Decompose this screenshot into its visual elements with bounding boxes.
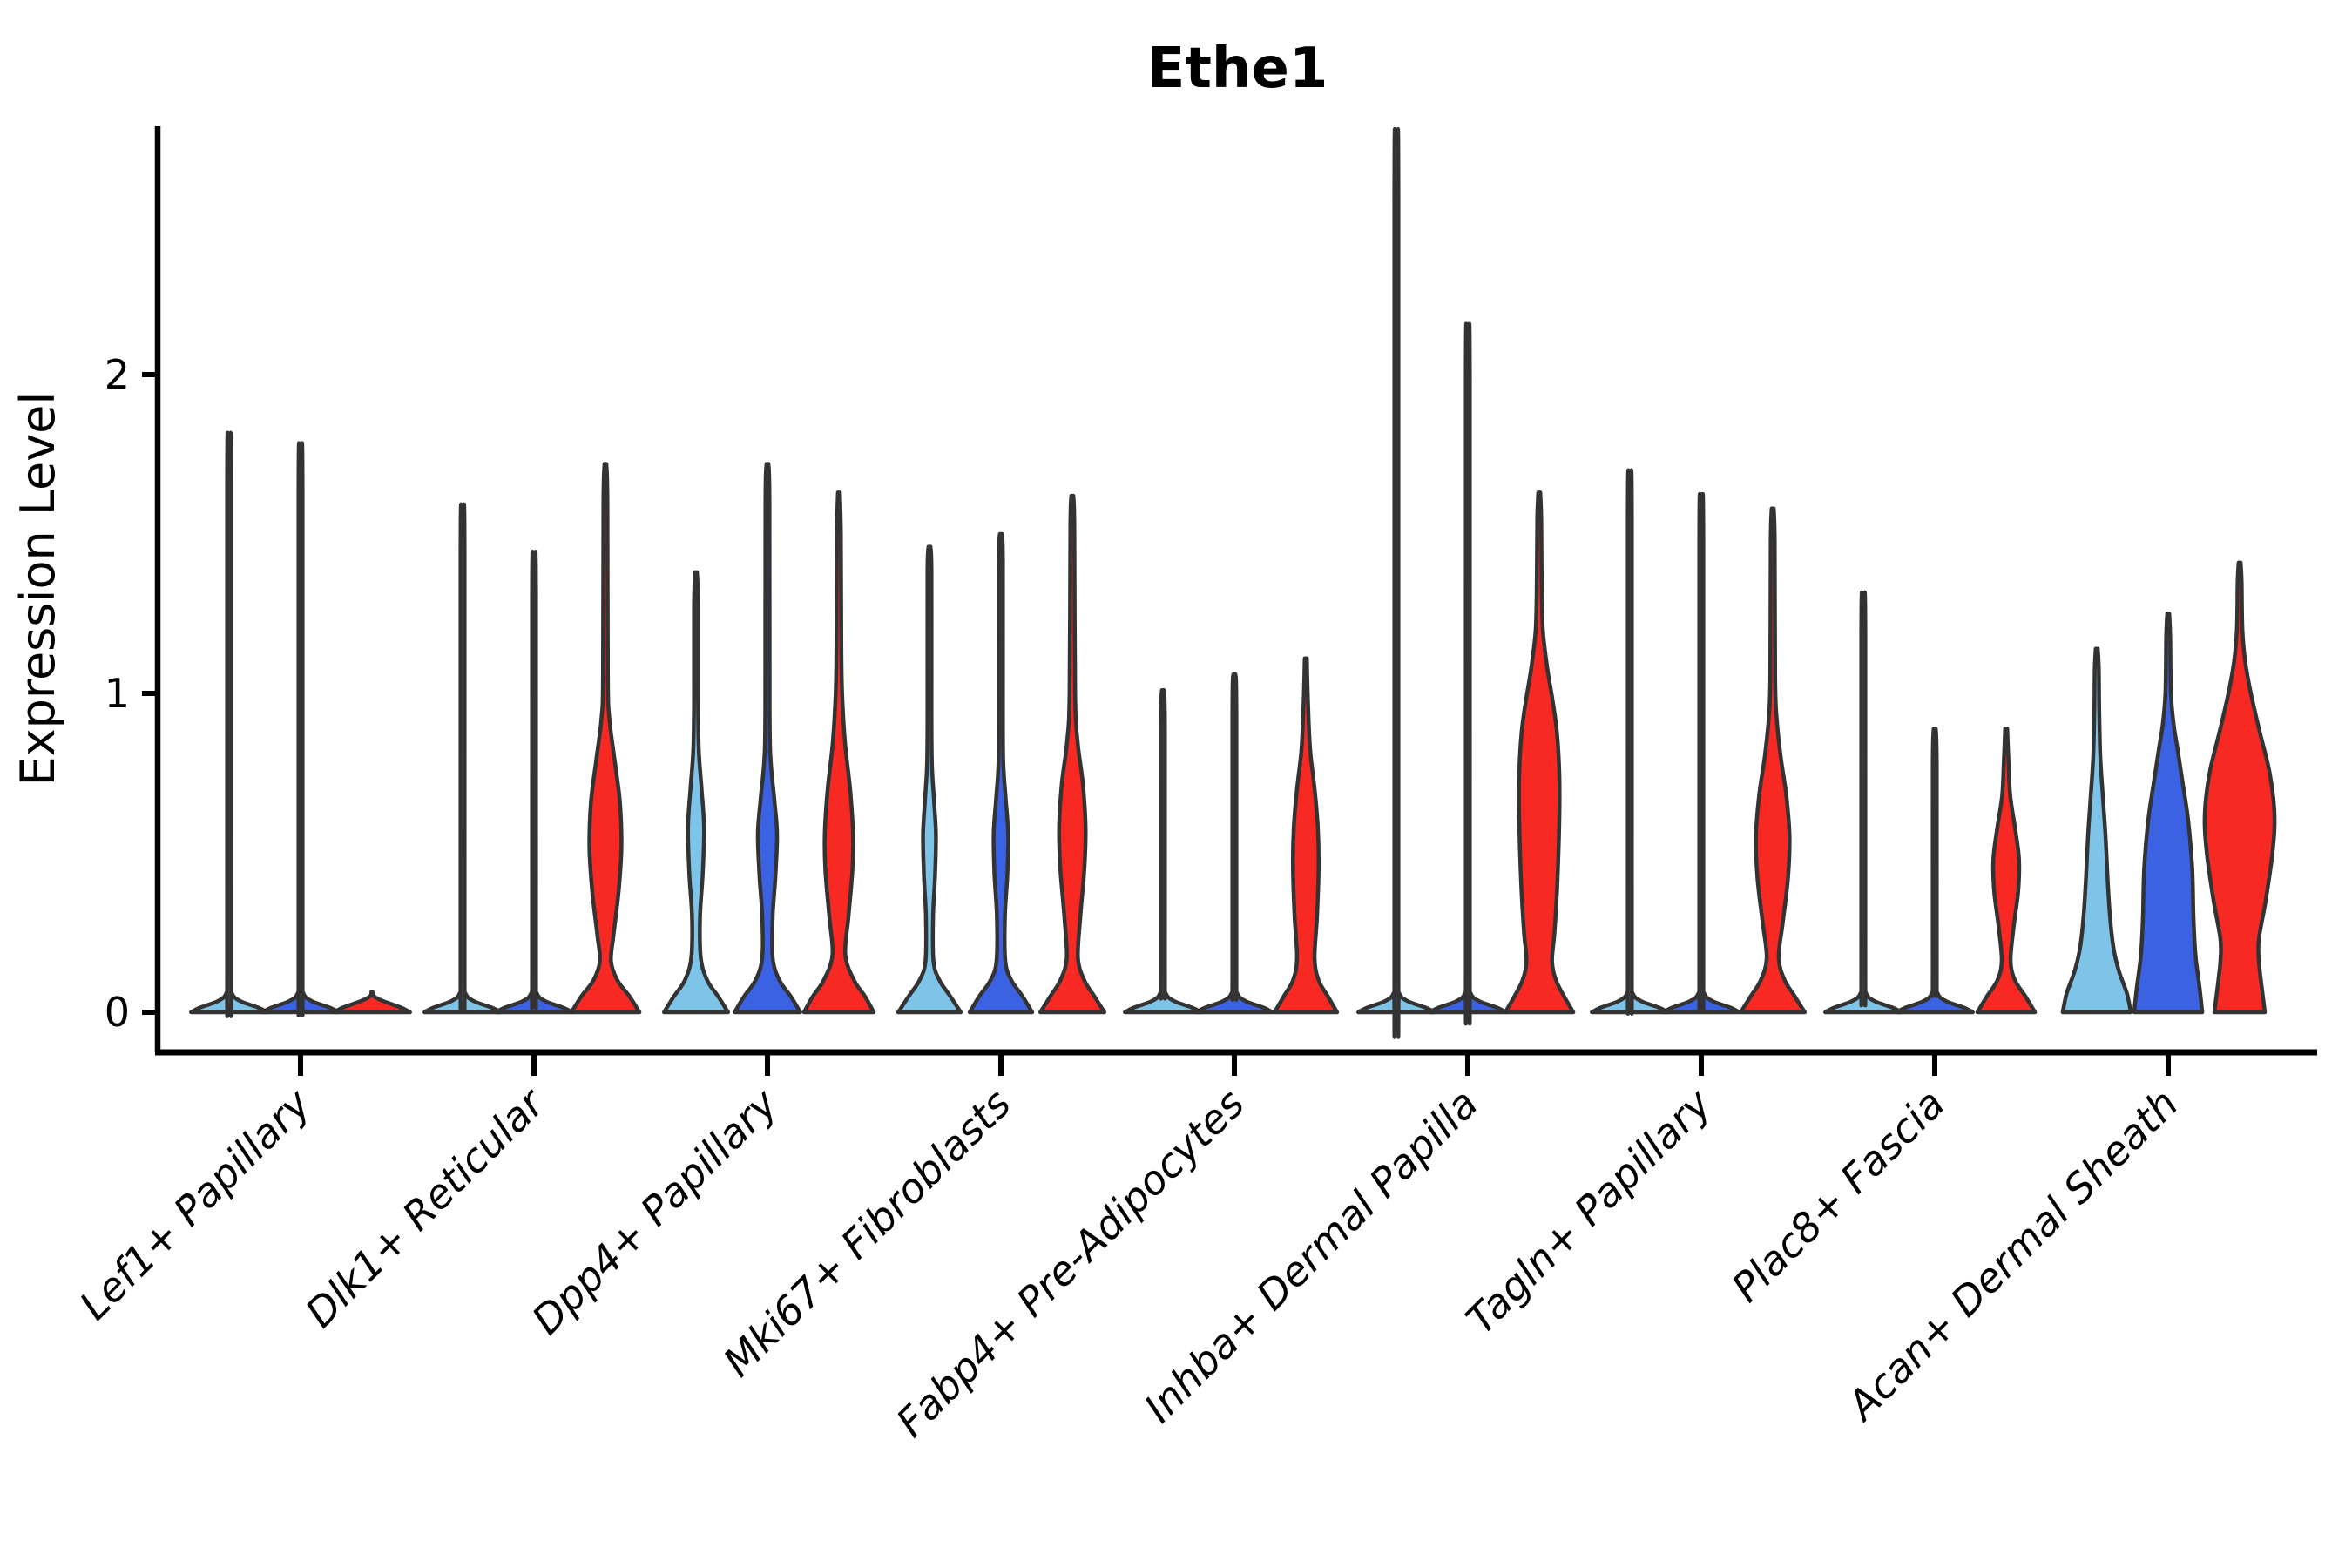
violin-4-3 (1037, 493, 1107, 1015)
violin-3-3 (801, 490, 876, 1015)
violin-4-1 (896, 544, 963, 1015)
violin-5-3 (1272, 656, 1340, 1015)
violin-8-2 (1895, 727, 1975, 1015)
violin-8-3 (1975, 727, 2038, 1015)
violin-7-2 (1661, 491, 1741, 1015)
x-tick-label: Dpp4+ Papillary (523, 1079, 787, 1343)
violin-4-2 (967, 531, 1035, 1015)
plot-title: Ethe1 (1147, 37, 1328, 101)
x-tick-label: Dlk1+ Reticular (296, 1078, 555, 1336)
violin-3-2 (733, 462, 802, 1015)
y-tick-label: 1 (105, 670, 130, 717)
violin-2-3 (569, 462, 642, 1015)
y-tick-label: 2 (105, 351, 130, 398)
violin-3-1 (661, 570, 731, 1015)
x-tick-label: Plac8+ Fascia (1722, 1080, 1953, 1311)
violin-6-3 (1503, 490, 1576, 1015)
y-axis-label: Expression Level (10, 392, 65, 787)
violin-2-1 (422, 502, 503, 1015)
violin-7-1 (1590, 468, 1670, 1016)
violin-9-3 (2202, 560, 2277, 1015)
violin-7-3 (1738, 506, 1808, 1015)
violin-9-1 (2060, 646, 2133, 1015)
violin-2-2 (494, 550, 574, 1015)
violin-6-2 (1428, 321, 1508, 1026)
violin-1-2 (260, 441, 341, 1017)
violin-8-1 (1823, 590, 1903, 1015)
violin-1-3 (332, 989, 412, 1015)
violin-5-2 (1194, 672, 1274, 1015)
x-tick-label: Tagln+ Papillary (1456, 1079, 1720, 1343)
violin-1-1 (189, 430, 269, 1018)
violin-5-1 (1123, 688, 1203, 1015)
x-tick-label: Lef1+ Papillary (71, 1079, 320, 1328)
violin-9-2 (2132, 612, 2205, 1015)
y-tick-label: 0 (105, 989, 130, 1036)
violin-6-1 (1356, 126, 1436, 1039)
